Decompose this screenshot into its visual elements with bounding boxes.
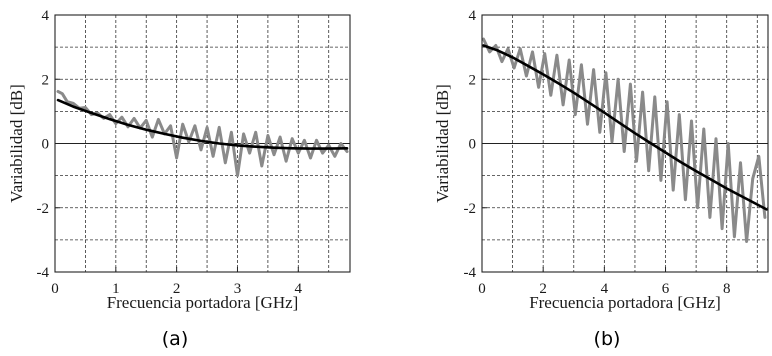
panel-caption: (b) (594, 328, 621, 350)
fitted-series-line (56, 98, 349, 150)
y-tick-label: -2 (37, 201, 50, 217)
x-tick-label: 2 (173, 281, 181, 297)
y-axis-label: Variabilidad [dB] (433, 84, 452, 203)
measured-series-line (482, 37, 767, 243)
x-axis-label: Frecuencia portadora [GHz] (107, 293, 299, 312)
y-tick-label: -4 (464, 265, 477, 281)
x-tick-label: 1 (112, 281, 120, 297)
x-tick-label: 4 (295, 281, 303, 297)
y-tick-label: 4 (469, 8, 477, 24)
y-tick-label: -2 (464, 201, 477, 217)
x-axis-label: Frecuencia portadora [GHz] (529, 293, 721, 312)
x-tick-label: 3 (234, 281, 242, 297)
y-axis-label: Variabilidad [dB] (7, 84, 26, 203)
y-tick-label: 2 (469, 72, 477, 88)
x-tick-label: 4 (601, 281, 609, 297)
x-tick-label: 0 (51, 281, 59, 297)
y-tick-label: 2 (42, 72, 50, 88)
x-tick-label: 8 (723, 281, 731, 297)
y-tick-label: -4 (37, 265, 50, 281)
x-tick-label: 6 (662, 281, 670, 297)
y-tick-label: 0 (469, 137, 477, 153)
fitted-series-line (482, 44, 768, 211)
panel-caption: (a) (162, 328, 188, 350)
measured-series-line (56, 90, 349, 178)
x-tick-label: 2 (539, 281, 547, 297)
y-tick-label: 0 (42, 137, 50, 153)
x-tick-label: 0 (478, 281, 486, 297)
y-tick-label: 4 (42, 8, 50, 24)
